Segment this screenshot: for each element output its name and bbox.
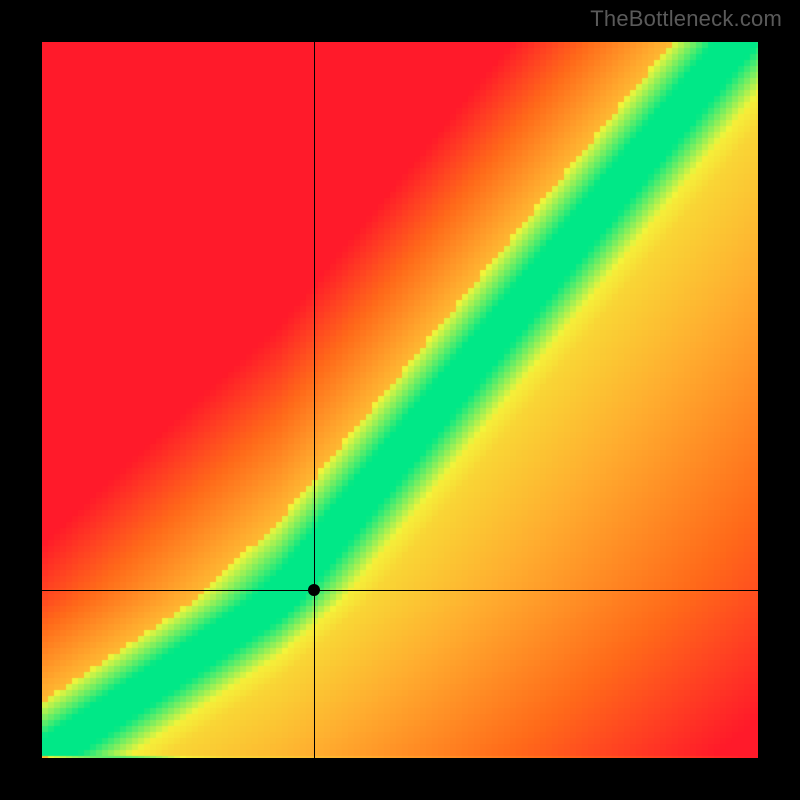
crosshair-vertical (314, 42, 315, 758)
chart-container: TheBottleneck.com (0, 0, 800, 800)
watermark-text: TheBottleneck.com (590, 6, 782, 32)
heatmap-canvas (42, 42, 758, 758)
plot-area (42, 42, 758, 758)
marker-dot (308, 584, 320, 596)
crosshair-horizontal (42, 590, 758, 591)
